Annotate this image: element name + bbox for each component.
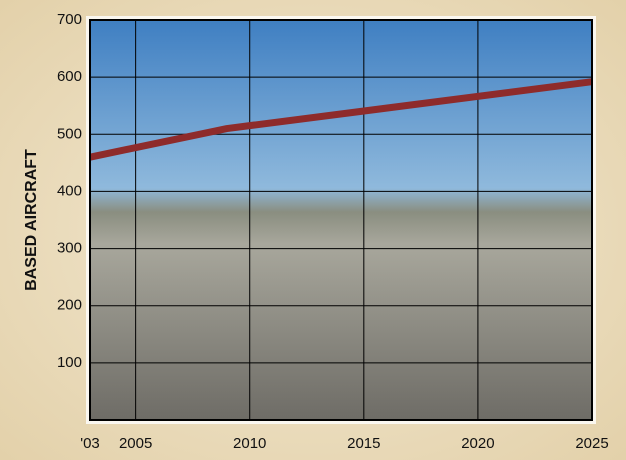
plot-area xyxy=(90,20,592,420)
y-tick-label: 300 xyxy=(57,240,82,257)
x-tick-label: 2005 xyxy=(119,435,152,452)
y-tick-label: 700 xyxy=(57,11,82,28)
y-tick-label: 600 xyxy=(57,68,82,85)
x-tick-label: 2020 xyxy=(461,435,494,452)
y-tick-label: 100 xyxy=(57,354,82,371)
x-tick-label: '03 xyxy=(80,435,100,452)
x-tick-label: 2010 xyxy=(233,435,266,452)
x-tick-label: 2025 xyxy=(575,435,608,452)
y-tick-label: 500 xyxy=(57,125,82,142)
x-tick-label: 2015 xyxy=(347,435,380,452)
chart: BASED AIRCRAFT 100 200 300 400 500 600 700 '03 2… xyxy=(0,0,626,460)
y-tick-label: 200 xyxy=(57,297,82,314)
y-tick-label: 400 xyxy=(57,182,82,199)
y-axis-label: BASED AIRCRAFT xyxy=(23,149,40,291)
